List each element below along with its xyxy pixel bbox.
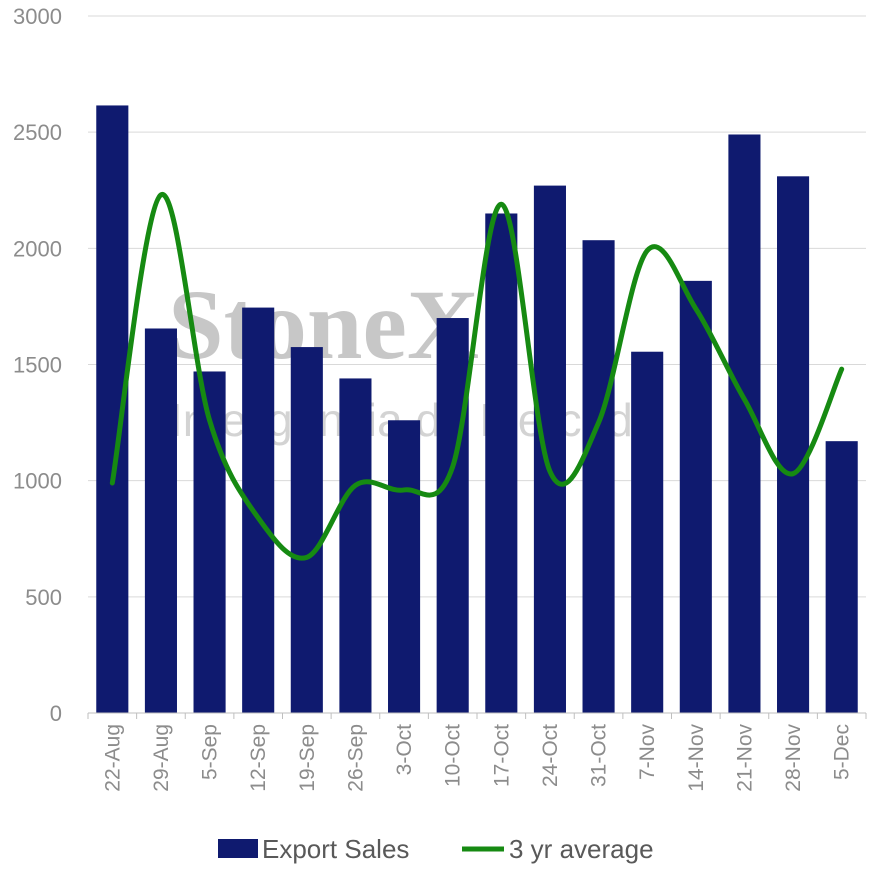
x-tick-label: 14-Nov bbox=[685, 724, 708, 792]
bar-export-sales bbox=[242, 307, 275, 713]
y-tick-label: 3000 bbox=[13, 4, 62, 29]
watermark-brand: StoneX bbox=[168, 269, 479, 380]
bar-export-sales bbox=[582, 240, 615, 713]
bar-export-sales bbox=[777, 176, 810, 713]
axes: 0 500 1000 1500 2000 2500 3000 22-Aug 29-Aug 5-Se… bbox=[13, 4, 867, 792]
bar-export-sales bbox=[825, 441, 858, 713]
x-tick-label: 12-Sep bbox=[247, 724, 270, 792]
bar-export-sales bbox=[533, 185, 566, 713]
x-tick-label: 22-Aug bbox=[101, 724, 124, 792]
x-tick-label: 17-Oct bbox=[490, 724, 513, 787]
x-tick-label: 10-Oct bbox=[442, 724, 465, 787]
x-tick-label: 5-Sep bbox=[199, 724, 222, 780]
bar-export-sales bbox=[436, 318, 469, 713]
legend-swatch-export-sales bbox=[218, 839, 258, 858]
x-tick-label: 26-Sep bbox=[344, 724, 367, 792]
legend: Export Sales 3 yr average bbox=[218, 834, 654, 864]
x-tick-label: 21-Nov bbox=[733, 724, 756, 792]
x-tick-label: 7-Nov bbox=[636, 724, 659, 781]
x-tick-label: 5-Dec bbox=[831, 724, 854, 780]
bar-export-sales bbox=[679, 280, 712, 713]
bar-series-export-sales bbox=[96, 105, 858, 714]
bar-export-sales bbox=[144, 328, 177, 713]
y-tick-label: 1000 bbox=[13, 469, 62, 494]
bar-export-sales bbox=[290, 347, 323, 713]
y-tick-label: 500 bbox=[25, 585, 62, 610]
legend-label-3yr-average: 3 yr average bbox=[509, 834, 654, 864]
x-tick-label: 3-Oct bbox=[393, 724, 416, 776]
bar-export-sales bbox=[631, 351, 664, 713]
x-tick-label: 28-Nov bbox=[782, 724, 805, 792]
line-3yr-average bbox=[109, 192, 845, 561]
y-tick-label: 0 bbox=[50, 701, 62, 726]
x-tick-label: 24-Oct bbox=[539, 724, 562, 787]
line-series-3yr-average bbox=[109, 192, 845, 561]
bar-export-sales bbox=[388, 420, 421, 713]
legend-label-export-sales: Export Sales bbox=[262, 834, 409, 864]
x-tick-label: 29-Aug bbox=[150, 724, 173, 792]
y-tick-label: 2000 bbox=[13, 236, 62, 261]
x-tick-label: 19-Sep bbox=[296, 724, 319, 792]
x-tick-label: 31-Oct bbox=[588, 724, 611, 787]
y-tick-label: 1500 bbox=[13, 353, 62, 378]
y-tick-label: 2500 bbox=[13, 120, 62, 145]
bar-export-sales bbox=[339, 378, 372, 713]
bar-export-sales bbox=[485, 213, 518, 713]
